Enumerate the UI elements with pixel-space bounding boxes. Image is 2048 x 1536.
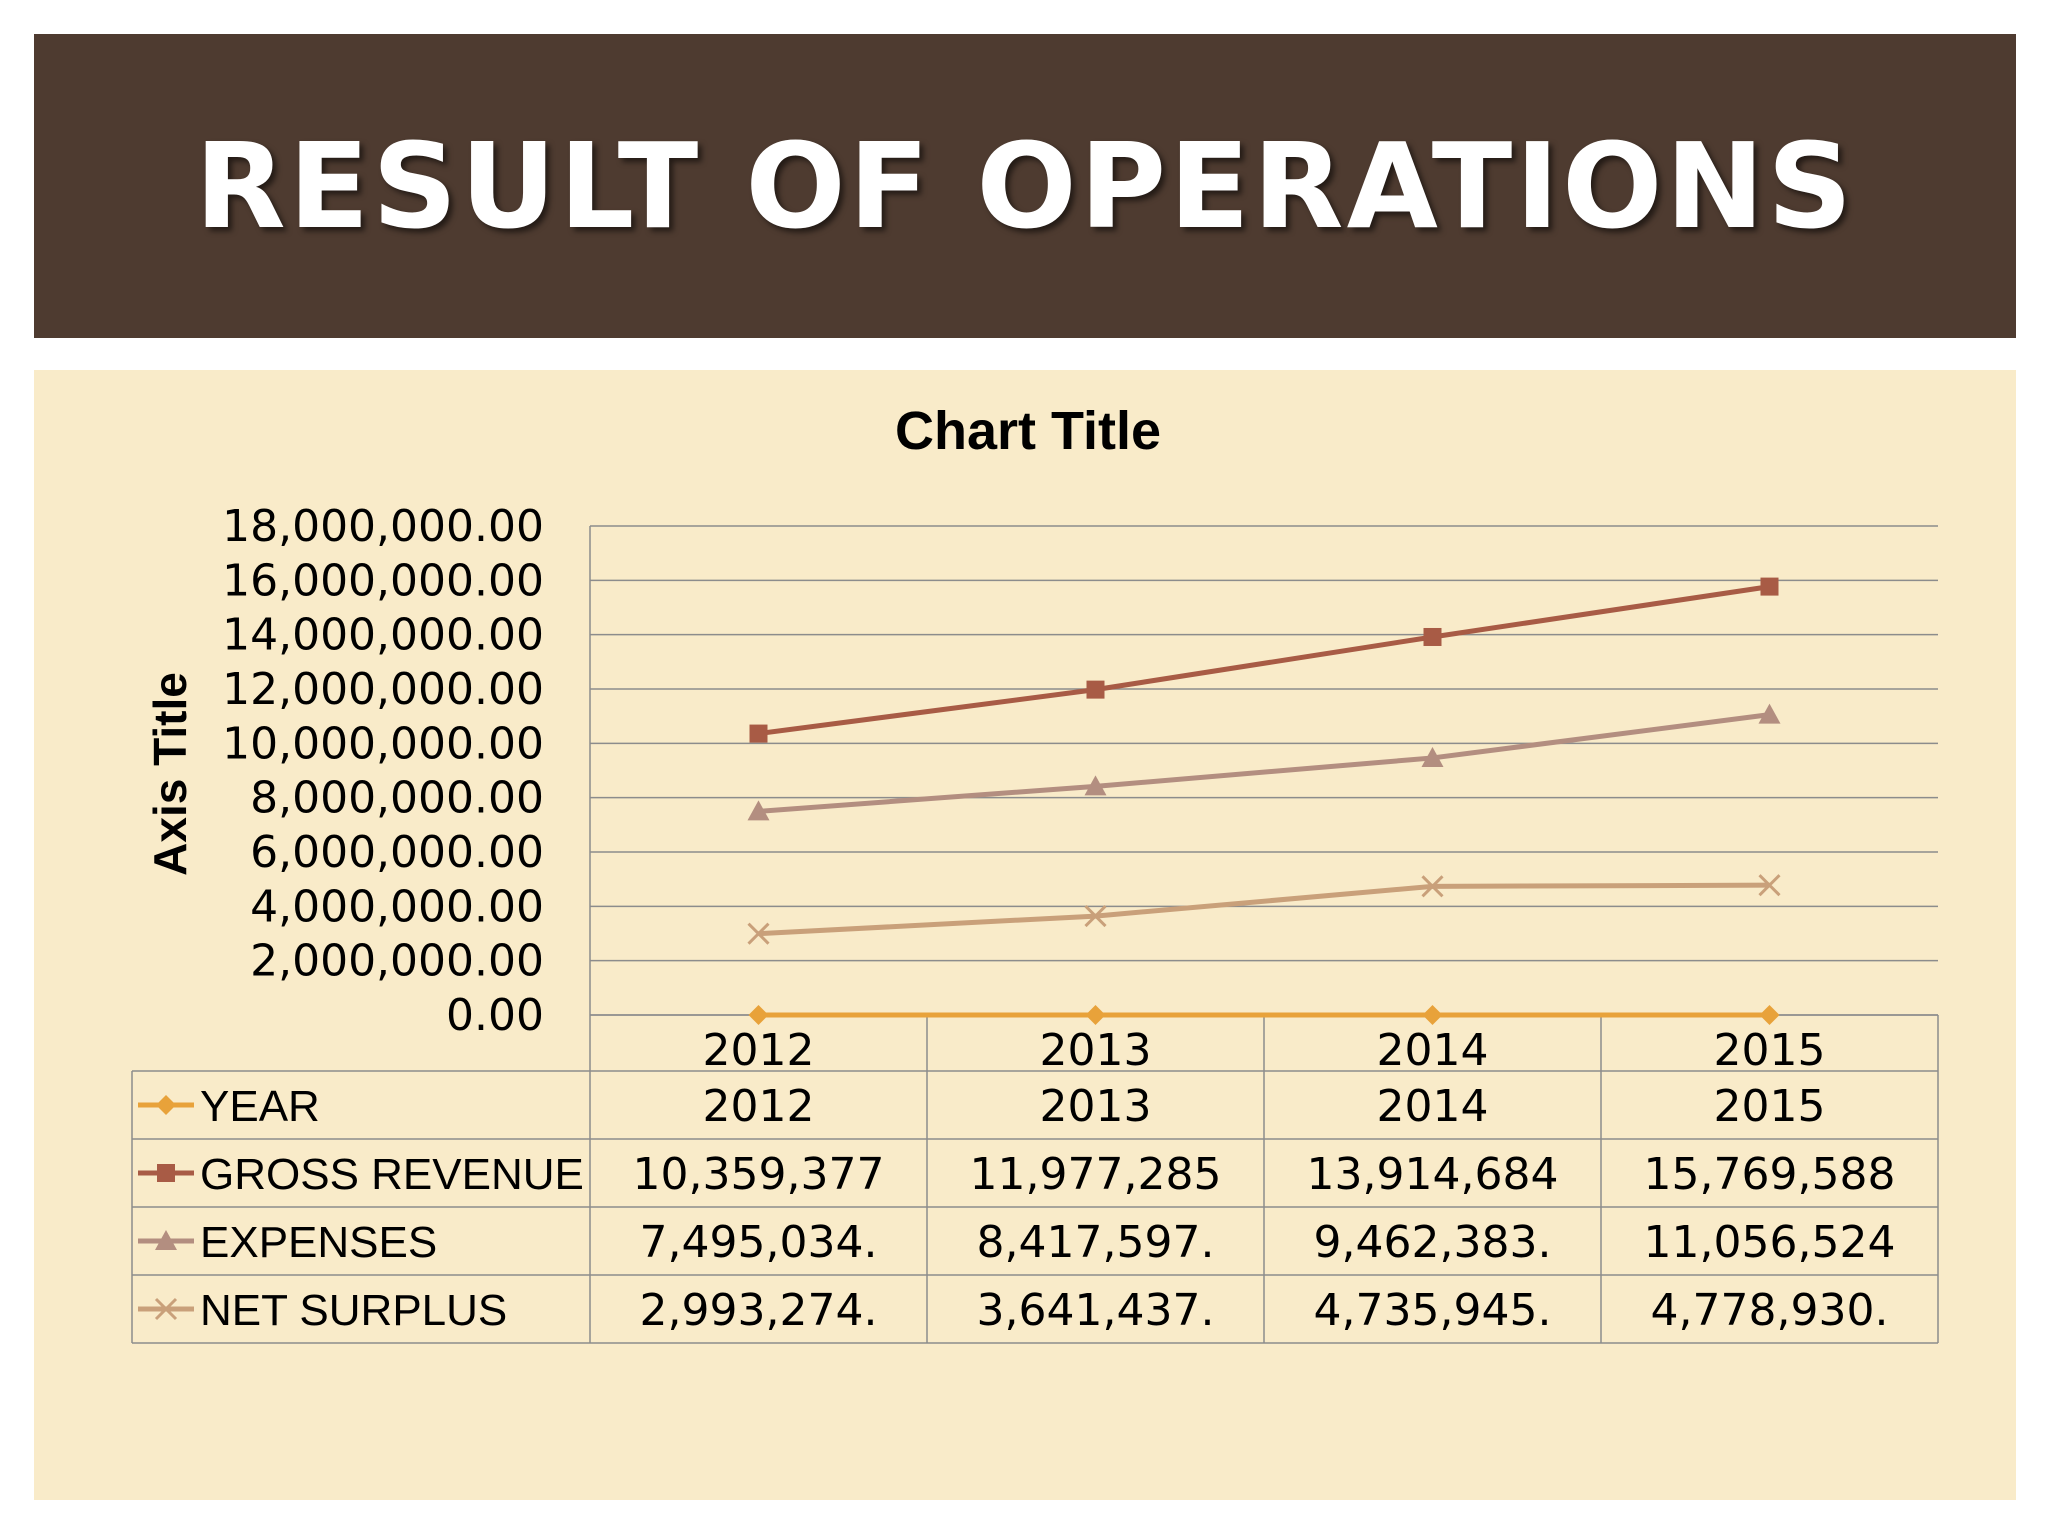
- legend-series-label: NET SURPLUS: [200, 1286, 507, 1335]
- title-banner: RESULT OF OPERATIONS: [34, 34, 2016, 338]
- table-cell: 8,417,597.: [977, 1217, 1215, 1268]
- legend-key-marker: [154, 1297, 178, 1321]
- slide-title: RESULT OF OPERATIONS: [194, 117, 1856, 255]
- data-point: [1084, 905, 1107, 928]
- data-point: [1421, 746, 1444, 767]
- table-cell: 4,778,930.: [1651, 1285, 1889, 1336]
- x-tick-label: 2012: [703, 1025, 815, 1076]
- legend-key-marker: [155, 1230, 177, 1250]
- data-point: [1758, 874, 1781, 897]
- y-tick-label: 8,000,000.00: [250, 773, 544, 824]
- data-point: [747, 800, 770, 821]
- data-point: [1086, 680, 1105, 699]
- legend-key-marker: [157, 1164, 175, 1182]
- table-cell: 9,462,383.: [1314, 1217, 1552, 1268]
- series-line: [758, 584, 1770, 737]
- series-lines: [747, 577, 1781, 1025]
- table-cell: 11,977,285: [970, 1149, 1222, 1200]
- gridlines: [589, 525, 1938, 1016]
- y-tick-label: 2,000,000.00: [250, 936, 544, 987]
- y-tick-label: 12,000,000.00: [222, 664, 544, 715]
- series-line: [758, 882, 1770, 937]
- table-cell: 10,359,377: [633, 1149, 885, 1200]
- data-point: [1759, 1005, 1780, 1025]
- table-cell: 13,914,684: [1307, 1149, 1559, 1200]
- x-tick-label: 2014: [1377, 1025, 1489, 1076]
- y-tick-label: 14,000,000.00: [222, 610, 544, 661]
- table-cell: 2,993,274.: [640, 1285, 878, 1336]
- x-tick-label: 2015: [1714, 1025, 1826, 1076]
- data-point: [1423, 627, 1442, 646]
- table-cell: 11,056,524: [1644, 1217, 1896, 1268]
- y-tick-label: 18,000,000.00: [222, 501, 544, 552]
- table-cell: 2013: [1040, 1081, 1152, 1132]
- y-axis-ticks: 0.002,000,000.004,000,000.006,000,000.00…: [222, 501, 544, 1041]
- y-tick-label: 6,000,000.00: [250, 827, 544, 878]
- chart-title: Chart Title: [895, 401, 1161, 461]
- data-point: [747, 922, 770, 945]
- table-cell: 2014: [1377, 1081, 1489, 1132]
- data-point: [748, 1005, 769, 1025]
- legend-series-label: EXPENSES: [200, 1218, 437, 1267]
- data-point: [1084, 775, 1107, 796]
- data-table: 2012 2013 2014 2015 YEAR 2012 2013 2014 2015 GROS…: [131, 1014, 1939, 1344]
- legend-key-marker: [156, 1095, 176, 1115]
- data-point: [1085, 1005, 1106, 1025]
- data-point: [1760, 577, 1779, 596]
- y-tick-label: 4,000,000.00: [250, 881, 544, 932]
- data-point: [1758, 703, 1781, 724]
- line-chart: Chart Title Axis Title 0.002,000,000.004…: [131, 401, 1939, 1344]
- y-tick-label: 0.00: [446, 990, 544, 1041]
- table-cell: 2015: [1714, 1081, 1826, 1132]
- y-axis-title: Axis Title: [144, 672, 196, 876]
- legend-series-label: YEAR: [200, 1082, 320, 1131]
- table-cell: 15,769,588: [1644, 1149, 1896, 1200]
- y-tick-label: 16,000,000.00: [222, 555, 544, 606]
- series-line: [758, 712, 1770, 814]
- data-point: [1422, 1005, 1443, 1025]
- legend-series-label: GROSS REVENUE: [200, 1150, 584, 1199]
- table-cell: 2012: [703, 1081, 815, 1132]
- x-tick-label: 2013: [1040, 1025, 1152, 1076]
- table-cell: 3,641,437.: [977, 1285, 1215, 1336]
- chart-panel: Chart Title Axis Title 0.00 2,000,000.00 4…: [34, 370, 2016, 1500]
- table-cell: 7,495,034.: [640, 1217, 878, 1268]
- data-point: [749, 724, 768, 743]
- y-tick-label: 10,000,000.00: [222, 718, 544, 769]
- table-cell: 4,735,945.: [1314, 1285, 1552, 1336]
- data-point: [1421, 875, 1444, 898]
